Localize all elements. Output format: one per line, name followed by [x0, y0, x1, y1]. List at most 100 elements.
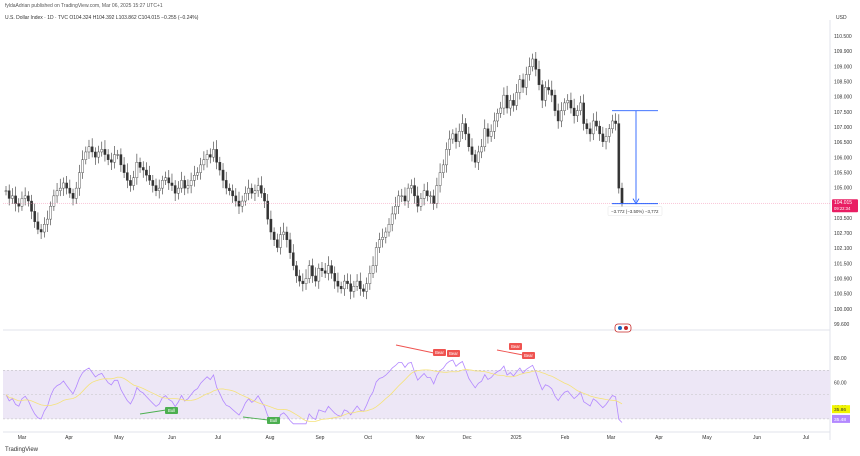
candle [113, 154, 116, 163]
rsi-bear-label-bg [522, 352, 535, 359]
candle [237, 200, 241, 207]
candle [620, 187, 624, 204]
price-tick-label: 108.000 [834, 95, 852, 101]
candle [371, 265, 375, 274]
candle [352, 286, 356, 292]
measure-label: −3.772 (−3.50%) −3,772 [611, 209, 659, 214]
candle [467, 133, 471, 148]
bull-divergence-line [242, 416, 269, 421]
candle [591, 120, 595, 135]
candle [234, 195, 238, 202]
rsi-bull-label-bg [165, 407, 178, 414]
symbol-line[interactable]: U.S. Dollar Index · 1D · TVC O104.324 H1… [5, 15, 199, 21]
time-axis-label: Mar [18, 435, 27, 441]
candle [218, 162, 222, 171]
rsi-ma-value: 35.48 [834, 417, 846, 423]
candle [617, 123, 621, 189]
candle [183, 180, 187, 189]
time-axis-label: Oct [364, 435, 372, 441]
candle [11, 195, 14, 199]
time-axis-label: 2025 [510, 435, 521, 441]
candle [355, 280, 359, 287]
rsi-line [5, 359, 623, 425]
candle [100, 149, 104, 153]
candle [231, 190, 234, 197]
candle [493, 120, 496, 132]
candle [27, 195, 30, 202]
candle [518, 79, 522, 93]
price-tick-label: 110.500 [834, 34, 852, 40]
candle [122, 164, 126, 173]
rsi-tick-label: 80.00 [834, 356, 847, 362]
time-axis-label: Nov [416, 435, 425, 441]
candle [138, 162, 142, 168]
candle [74, 187, 78, 199]
candle [307, 265, 311, 279]
candle [17, 203, 21, 207]
candle [215, 149, 218, 163]
candle [119, 154, 123, 166]
price-tick-label: 105.000 [834, 186, 852, 192]
candle [135, 162, 139, 178]
candle [486, 128, 490, 137]
candle [65, 182, 68, 189]
last-price-value: 104.015 [834, 200, 852, 206]
candle [515, 92, 518, 106]
candle [534, 58, 538, 70]
rsi-bear-label-bg [509, 343, 522, 350]
candle [614, 120, 617, 124]
candle [311, 265, 314, 277]
candle [569, 100, 573, 109]
candle [52, 195, 56, 207]
candle [505, 94, 509, 109]
candle [189, 180, 193, 186]
candle [320, 267, 324, 271]
candle [23, 195, 27, 199]
candle [547, 87, 550, 91]
candle [180, 180, 183, 189]
price-tick-label: 102.100 [834, 246, 852, 252]
candle [173, 185, 177, 194]
candle [129, 180, 132, 186]
bar-countdown: 09:22:34 [834, 206, 851, 211]
candle [141, 167, 145, 171]
candle [68, 187, 72, 194]
candle [528, 66, 531, 75]
candle [403, 195, 407, 202]
candle [483, 128, 487, 148]
candle [157, 187, 161, 191]
candle [582, 102, 585, 124]
candle [540, 84, 544, 101]
candle [55, 190, 59, 197]
candle [470, 146, 474, 155]
time-axis-label: May [114, 435, 124, 441]
candle [151, 180, 155, 186]
candle [263, 193, 266, 202]
candle [461, 123, 464, 132]
candle [275, 239, 279, 248]
candle [531, 58, 534, 67]
candle [553, 94, 557, 111]
event-dot-icon [618, 326, 622, 330]
candle [269, 218, 273, 233]
candle [30, 200, 33, 212]
candle [260, 185, 263, 194]
candle [132, 177, 135, 186]
candle [362, 288, 365, 292]
candle [387, 224, 391, 233]
candle [161, 180, 164, 189]
price-tick-label: 109.900 [834, 49, 852, 55]
candle [43, 224, 46, 233]
candle [301, 280, 305, 284]
event-flag-icon[interactable] [614, 323, 632, 333]
candle [196, 172, 199, 176]
candle [295, 265, 298, 277]
candle [110, 159, 113, 163]
price-tick-label: 99.600 [834, 322, 850, 328]
price-tick-label: 108.500 [834, 79, 852, 85]
candle [279, 234, 282, 248]
candle [116, 154, 120, 156]
candle [595, 120, 598, 127]
candle [537, 69, 541, 86]
